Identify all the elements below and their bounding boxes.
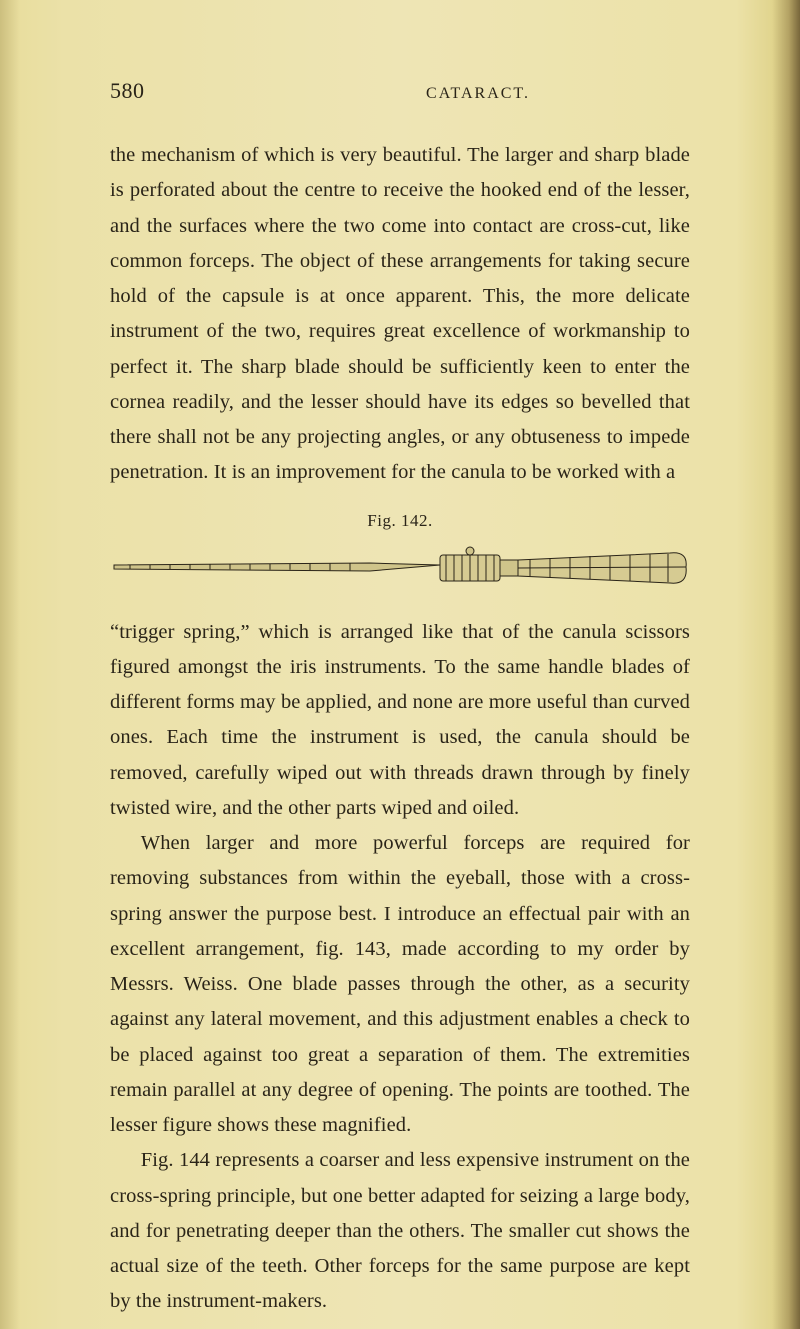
paragraph: When larger and more powerful forceps ar… (110, 826, 690, 1143)
text-block: 580 CATARACT. the mechanism of which is … (110, 78, 690, 1320)
page-number: 580 (110, 78, 145, 104)
running-head: CATARACT. (426, 85, 530, 103)
page-header: 580 CATARACT. (110, 78, 690, 104)
instrument-illustration-icon (110, 545, 690, 591)
scanned-page: 580 CATARACT. the mechanism of which is … (0, 0, 800, 1329)
paragraph: “trigger spring,” which is arranged like… (110, 615, 690, 827)
figure-caption: Fig. 142. (110, 511, 690, 531)
paragraph: the mechanism of which is very beautiful… (110, 138, 690, 491)
paragraph: Fig. 144 represents a coarser and less e… (110, 1143, 690, 1319)
figure-illustration (110, 545, 690, 591)
